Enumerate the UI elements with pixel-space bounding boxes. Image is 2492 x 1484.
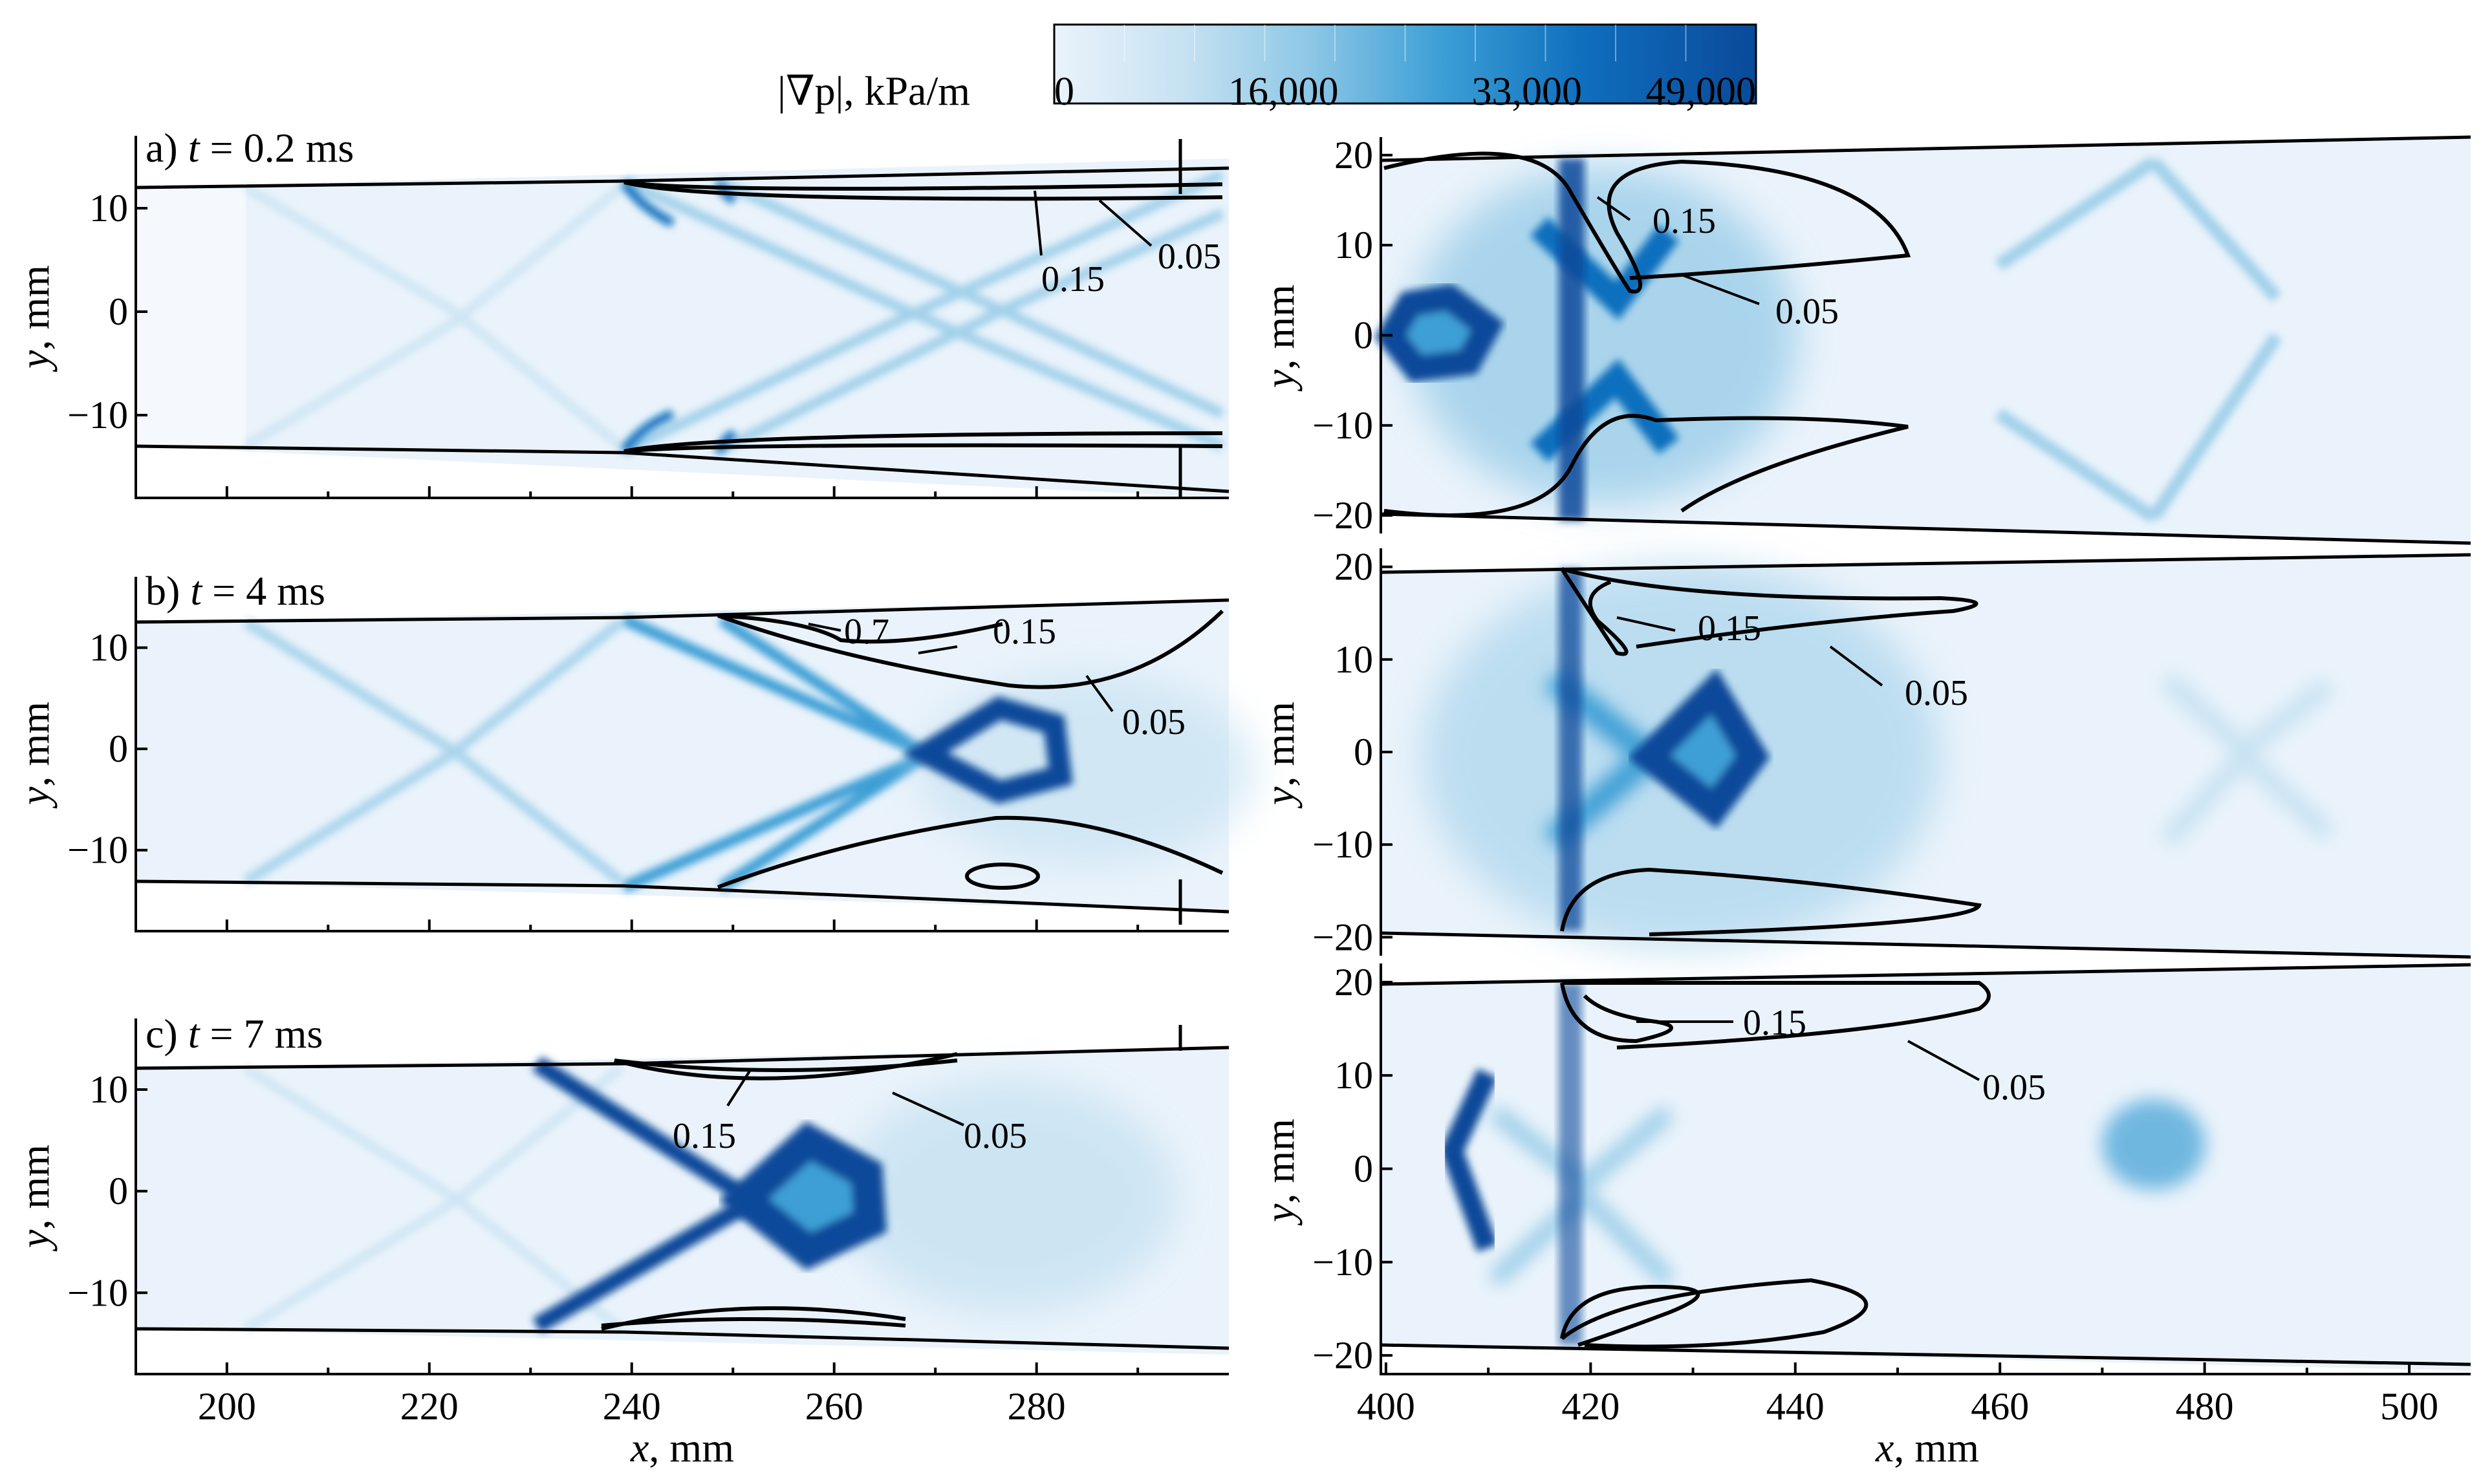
left-y-tick-label: 0 [109,1170,128,1212]
panel-r1-field [1374,137,2471,543]
right-y-tick-label: −20 [1312,494,1373,537]
panel-title: a) t = 0.2 ms [146,125,354,171]
right-ylabel: y, mm [1257,1119,1303,1226]
left-x-tick-label: 240 [603,1385,661,1428]
contour-label: 0.05 [1982,1068,2046,1108]
left-y-tick-label: 10 [89,1068,128,1111]
right-x-tick-label: 400 [1357,1385,1415,1428]
right-ylabel: y, mm [1257,702,1303,809]
contour-label: 0.05 [1122,702,1186,742]
right-y-tick-label: −20 [1312,1334,1373,1377]
left-y-tick-label: 10 [89,187,128,230]
left-x-tick-label: 260 [805,1385,863,1428]
panel-r2-diamond [1628,669,1770,829]
right-y-tick-label: −10 [1312,404,1373,447]
panel-b-diamond [902,696,1073,804]
panel-title: c) t = 7 ms [146,1011,323,1057]
panel-c-diamond [719,1121,887,1271]
colorbar-tick-label: 49,000 [1646,70,1757,114]
right-y-tick-label: −20 [1312,916,1373,958]
right-ylabel: y, mm [1257,285,1303,392]
left-x-tick-label: 200 [198,1385,256,1428]
contour-label: 0.05 [964,1116,1027,1156]
right-y-tick-label: 0 [1354,314,1373,357]
right-x-tick-label: 460 [1971,1385,2029,1428]
right-x-tick-label: 440 [1766,1385,1825,1428]
right-y-tick-label: 10 [1334,1054,1373,1097]
panel-b-field [136,600,1255,912]
left-xlabel: x, mm [630,1425,734,1470]
colorbar-gradient [1053,23,1757,105]
walls [135,135,2471,1366]
contour-label: 0.05 [1158,237,1221,277]
contour-label: 0.15 [1041,259,1105,299]
colorbar-tick-label: 16,000 [1228,70,1339,114]
contour-label: 0.7 [844,612,889,652]
right-y-tick-label: 10 [1334,224,1373,266]
left-y-tick-label: 0 [109,727,128,770]
right-y-tick-label: 20 [1334,134,1373,177]
left-y-tick-label: −10 [67,394,128,436]
panel-c-field [136,1048,1229,1355]
colorbar-title: |∇p|, kPa/m [777,68,970,114]
right-xlabel: x, mm [1875,1425,1979,1470]
left-x-tick-label: 220 [400,1385,459,1428]
contour-label: 0.15 [1743,1003,1806,1043]
right-y-tick-label: −10 [1312,823,1373,866]
right-y-tick-label: 20 [1334,546,1373,588]
colorbar-tick-label: 0 [1054,70,1074,114]
panel-title: b) t = 4 ms [146,568,325,614]
right-x-tick-label: 500 [2380,1385,2438,1428]
right-y-tick-label: 0 [1354,731,1373,773]
right-y-tick-label: 20 [1334,961,1373,1004]
left-ylabel: y, mm [12,702,58,809]
contour-label: 0.15 [673,1116,736,1156]
contour-label: 0.15 [1652,201,1716,241]
right-y-tick-label: 10 [1334,638,1373,681]
colorbar-tick-label: 33,000 [1471,70,1582,114]
contour-leaders [726,190,1980,1126]
contour-label: 0.15 [1698,608,1761,649]
right-y-tick-label: 0 [1354,1148,1373,1190]
panel-r1-blob [1374,283,1504,383]
left-ylabel: y, mm [12,1145,58,1252]
contour-label: 0.15 [993,612,1056,652]
panel-a-field [136,158,1229,498]
right-x-tick-label: 480 [2176,1385,2234,1428]
left-x-tick-label: 280 [1008,1385,1066,1428]
contour-lines [601,151,1991,1349]
left-ylabel: y, mm [12,265,58,372]
right-x-tick-label: 420 [1561,1385,1620,1428]
left-y-tick-label: −10 [67,829,128,872]
contour-label: 0.05 [1905,673,1968,713]
panel-r2-field [1381,555,2471,957]
panel-r3-field [1381,965,2471,1371]
contour-label: 0.05 [1775,292,1839,332]
panel-r3-wave [1440,1068,1498,1252]
colorbar: |∇p|, kPa/m 0 16,000 33,000 49,000 [777,23,1757,114]
right-y-tick-label: −10 [1312,1241,1373,1284]
left-y-tick-label: 0 [109,290,128,333]
left-y-tick-label: 10 [89,627,128,669]
left-y-tick-label: −10 [67,1271,128,1314]
